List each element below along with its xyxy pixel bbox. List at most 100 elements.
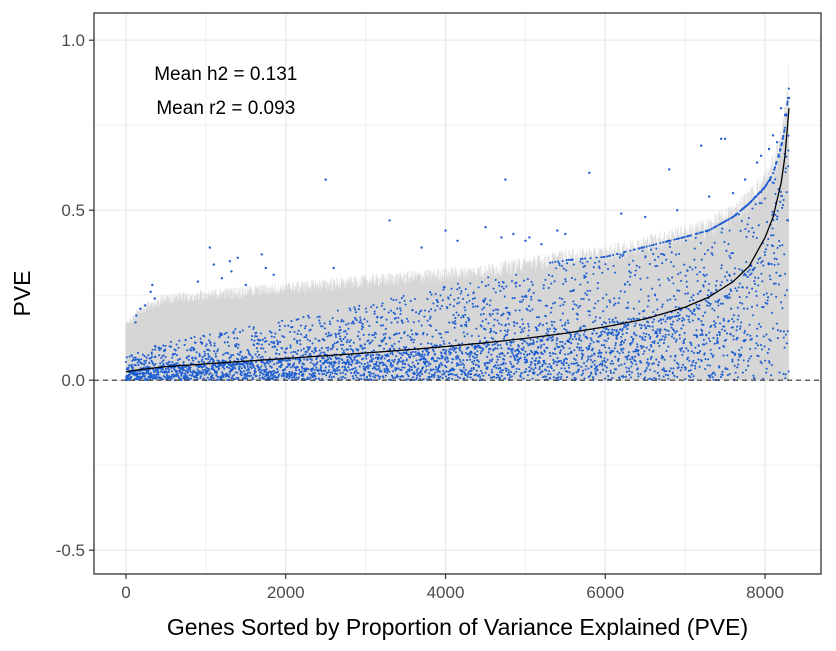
- gene-point: [232, 373, 236, 376]
- gene-point: [350, 354, 353, 357]
- gene-point: [475, 369, 478, 372]
- gene-point: [576, 346, 579, 349]
- gene-point: [358, 354, 362, 357]
- gene-point: [187, 358, 190, 361]
- gene-point: [269, 370, 273, 374]
- gene-point: [219, 332, 222, 335]
- gene-point: [237, 358, 240, 361]
- gene-point: [433, 373, 436, 376]
- gene-point: [278, 353, 281, 356]
- gene-point: [453, 298, 456, 301]
- gene-point: [398, 352, 401, 355]
- gene-point: [233, 337, 236, 340]
- gene-point: [372, 304, 375, 307]
- gene-point: [486, 362, 489, 365]
- gene-point: [255, 360, 258, 364]
- gene-point: [487, 351, 490, 354]
- gene-point: [493, 343, 496, 346]
- gene-point: [253, 339, 256, 342]
- gene-point: [316, 361, 319, 364]
- gene-point: [194, 341, 197, 344]
- gene-point: [151, 374, 154, 377]
- gene-point: [539, 372, 542, 375]
- gene-point: [325, 346, 328, 349]
- gene-point: [426, 350, 429, 353]
- gene-point: [362, 326, 365, 329]
- gene-point: [380, 370, 383, 373]
- gene-point: [430, 342, 433, 345]
- gene-point: [434, 309, 437, 312]
- gene-point: [505, 323, 508, 326]
- gene-point: [254, 370, 257, 373]
- gene-point: [186, 349, 189, 352]
- gene-point: [158, 349, 161, 352]
- gene-point: [464, 351, 468, 354]
- gene-point: [555, 364, 558, 367]
- gene-point: [446, 331, 449, 334]
- gene-point: [390, 365, 393, 368]
- gene-point: [182, 361, 185, 364]
- gene-point: [537, 324, 540, 327]
- gene-point: [414, 366, 417, 369]
- gene-point: [549, 365, 553, 368]
- gene-point: [579, 346, 583, 349]
- gene-point: [459, 292, 462, 295]
- gene-point: [147, 369, 150, 372]
- gene-point: [415, 369, 418, 372]
- gene-point: [487, 322, 490, 325]
- gene-point: [474, 353, 477, 356]
- gene-point: [347, 327, 350, 330]
- gene-point: [242, 362, 245, 365]
- gene-point: [582, 362, 586, 365]
- gene-point: [574, 362, 577, 365]
- gene-point: [514, 359, 517, 362]
- gene-point: [388, 370, 391, 373]
- gene-point: [363, 343, 367, 346]
- gene-point: [451, 373, 454, 376]
- gene-point: [309, 357, 312, 361]
- gene-point: [446, 307, 449, 310]
- gene-point: [513, 372, 516, 375]
- gene-point: [405, 358, 408, 361]
- gene-point: [398, 360, 401, 363]
- gene-point: [362, 365, 365, 368]
- gene-point: [347, 366, 350, 369]
- gene-point: [453, 326, 456, 329]
- gene-point: [306, 346, 309, 349]
- gene-point: [128, 364, 131, 367]
- gene-point: [329, 322, 332, 326]
- gene-point: [329, 373, 332, 377]
- gene-point: [342, 320, 345, 323]
- gene-point: [441, 364, 444, 367]
- gene-point: [415, 311, 418, 314]
- gene-point: [501, 352, 504, 355]
- gene-point: [341, 371, 344, 374]
- gene-point: [357, 308, 360, 311]
- gene-point: [188, 354, 191, 358]
- gene-point: [410, 366, 413, 369]
- gene-point: [566, 319, 569, 322]
- gene-point: [443, 286, 446, 289]
- gene-point: [576, 313, 579, 316]
- gene-point: [197, 370, 201, 373]
- gene-point: [208, 355, 211, 358]
- gene-point: [200, 360, 203, 363]
- gene-point: [251, 357, 254, 360]
- gene-point: [551, 338, 554, 341]
- gene-point: [572, 263, 575, 266]
- gene-point: [227, 352, 230, 355]
- gene-point: [396, 360, 399, 364]
- gene-point: [568, 340, 571, 344]
- gene-point: [360, 362, 363, 365]
- gene-point: [579, 304, 582, 308]
- gene-point: [427, 361, 430, 364]
- gene-point: [449, 294, 452, 297]
- gene-point: [516, 362, 519, 365]
- gene-point: [529, 343, 532, 346]
- gene-point: [499, 289, 502, 293]
- gene-point: [354, 362, 357, 365]
- gene-point: [400, 297, 403, 300]
- gene-point: [264, 370, 267, 373]
- gene-point: [374, 332, 378, 335]
- gene-point: [375, 306, 379, 309]
